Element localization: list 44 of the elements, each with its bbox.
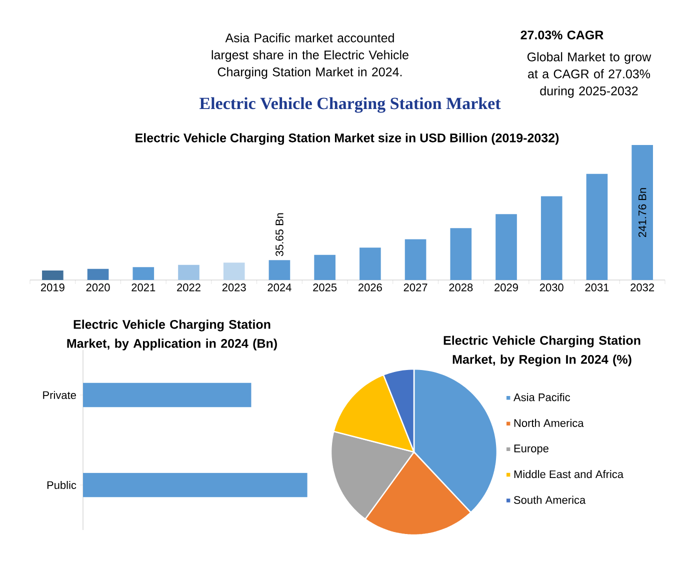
x-tick-label: 2028 (449, 284, 473, 292)
bar (314, 254, 336, 280)
x-tick-label: 2019 (40, 284, 64, 292)
bar (223, 262, 245, 280)
bar (586, 174, 608, 280)
bar (450, 228, 472, 280)
text: 27.03% CAGR (520, 30, 604, 40)
y-tick-label: Public (47, 480, 76, 490)
legend-label: North America (514, 418, 584, 427)
x-tick-label: 2025 (313, 284, 337, 292)
chart-title: Electric Vehicle Charging Station Market size in USD Billion (2019-2032) (136, 133, 559, 145)
x-tick-label: 2031 (585, 284, 609, 292)
bar (540, 196, 562, 280)
x-tick-label: 2024 (268, 284, 292, 292)
legend-label: Asia Pacific (514, 393, 570, 402)
legend-label: South America (514, 496, 586, 504)
bar (42, 270, 64, 280)
legend-label: Europe (514, 444, 548, 455)
bar (404, 239, 426, 280)
data-label: 35.65 Bn (276, 213, 284, 256)
text: Electric Vehicle Charging Station Market (200, 97, 501, 113)
x-tick-label: 2027 (404, 284, 428, 292)
bar (268, 260, 290, 280)
bar (632, 144, 653, 280)
bar (360, 248, 381, 280)
y-tick-label: Private (43, 390, 76, 400)
bar (178, 264, 200, 280)
chart-title: Electric Vehicle Charging Station Market, by Application in 2024 (Bn) (67, 320, 277, 350)
x-tick-label: 2032 (630, 284, 654, 292)
x-tick-label: 2021 (132, 284, 156, 292)
bar (87, 268, 109, 280)
x-tick-label: 2029 (494, 284, 518, 292)
x-tick-label: 2030 (540, 284, 564, 292)
text: Global Market to grow at a CAGR of 27.03% during 2025-2032 (527, 52, 652, 98)
text: Asia Pacific market accounted largest share in the Electric Vehicle Charging Station Market in 2024. (212, 33, 408, 79)
x-tick-label: 2026 (358, 284, 382, 292)
x-tick-label: 2020 (86, 284, 110, 292)
bar (496, 214, 517, 280)
bar (132, 267, 154, 280)
data-label: 241.76 Bn (638, 188, 646, 238)
x-tick-label: 2022 (177, 284, 200, 292)
legend-label: Middle East and Africa (514, 470, 624, 478)
x-tick-label: 2023 (222, 284, 246, 292)
chart-title: Electric Vehicle Charging Station Market, by Region In 2024 (%) (444, 336, 640, 366)
